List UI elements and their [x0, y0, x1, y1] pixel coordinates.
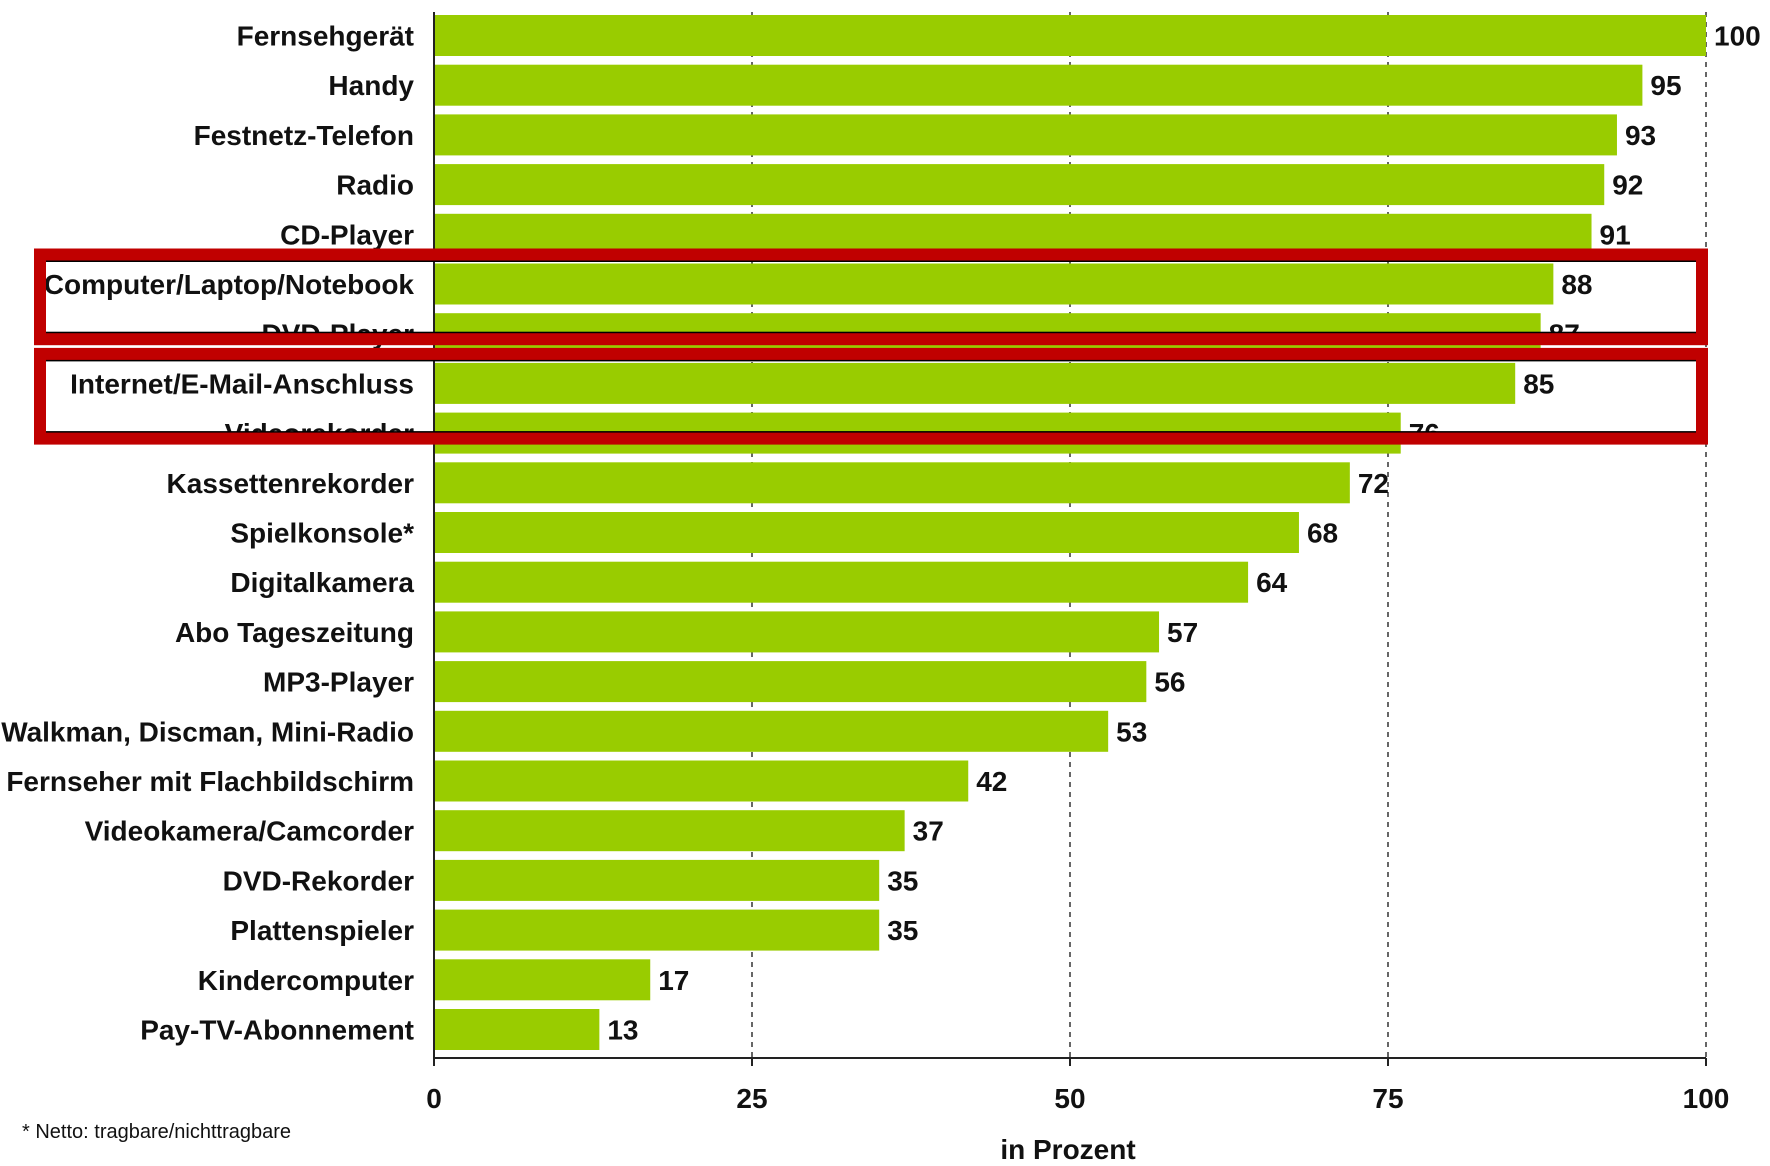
category-label: Walkman, Discman, Mini-Radio	[1, 716, 414, 747]
bar	[434, 661, 1147, 703]
category-label: Videokamera/Camcorder	[85, 816, 415, 847]
data-label: 35	[887, 915, 918, 946]
bar	[434, 959, 651, 1001]
highlight-boxes	[34, 248, 1708, 445]
category-label: MP3-Player	[263, 667, 414, 698]
data-label: 92	[1612, 170, 1643, 201]
data-label: 56	[1154, 667, 1185, 698]
bar	[434, 362, 1516, 404]
category-label: Abo Tageszeitung	[175, 617, 414, 648]
category-label: CD-Player	[280, 219, 414, 250]
bar	[434, 710, 1109, 752]
data-label: 35	[887, 865, 918, 896]
data-label: 17	[658, 965, 689, 996]
bar	[434, 611, 1160, 653]
category-label: Plattenspieler	[230, 915, 414, 946]
highlight-box	[34, 347, 1708, 445]
bar	[434, 909, 880, 951]
category-label: Pay-TV-Abonnement	[140, 1015, 414, 1046]
category-labels: Fernsehgerät Handy Festnetz-Telefon Radio CD…	[1, 21, 414, 1046]
bar	[434, 859, 880, 901]
x-tick-label: 50	[1054, 1083, 1085, 1114]
category-label: Kassettenrekorder	[167, 468, 415, 499]
data-label: 93	[1625, 120, 1656, 151]
data-label: 95	[1650, 70, 1681, 101]
bar	[434, 1009, 600, 1050]
x-tick-label: 75	[1372, 1083, 1403, 1114]
category-label: Kindercomputer	[198, 965, 414, 996]
data-label: 68	[1307, 518, 1338, 549]
data-label: 64	[1256, 567, 1288, 598]
category-label: Digitalkamera	[230, 567, 414, 598]
bar	[434, 64, 1643, 106]
category-label: Handy	[328, 70, 414, 101]
category-label: Spielkonsole*	[230, 518, 414, 549]
data-label: 13	[607, 1015, 638, 1046]
data-label: 100	[1714, 21, 1761, 52]
bar	[434, 15, 1706, 56]
category-label: Internet/E-Mail-Anschluss	[70, 368, 414, 399]
bar	[434, 760, 969, 802]
category-label: Fernsehgerät	[237, 21, 414, 52]
data-label: 91	[1600, 219, 1631, 250]
data-label: 85	[1523, 368, 1554, 399]
data-label: 37	[913, 816, 944, 847]
bar	[434, 512, 1299, 553]
bar	[434, 561, 1249, 603]
x-tick-label: 100	[1683, 1083, 1730, 1114]
category-label: Festnetz-Telefon	[194, 120, 414, 151]
value-labels: 1009593929188878576726864575653423735351…	[607, 21, 1760, 1046]
bar	[434, 114, 1617, 156]
category-label: DVD-Rekorder	[223, 865, 414, 896]
bar	[434, 263, 1554, 305]
bar	[434, 213, 1592, 255]
category-label: Computer/Laptop/Notebook	[44, 269, 415, 300]
bar	[434, 462, 1350, 504]
data-label: 42	[976, 766, 1007, 797]
category-label: Radio	[336, 170, 414, 201]
data-label: 72	[1358, 468, 1389, 499]
x-axis-label: in Prozent	[1000, 1134, 1135, 1165]
footnote: * Netto: tragbare/nichttragbare	[22, 1121, 291, 1143]
x-tick-label: 25	[736, 1083, 767, 1114]
highlight-box	[34, 248, 1708, 346]
x-tick-label: 0	[426, 1083, 442, 1114]
x-axis	[433, 12, 1707, 1066]
x-tick-labels: 0 25 50 75 100	[426, 1083, 1729, 1114]
bar	[434, 810, 905, 852]
data-label: 53	[1116, 716, 1147, 747]
bar	[434, 164, 1605, 206]
category-label: Fernseher mit Flachbildschirm	[6, 766, 414, 797]
data-label: 88	[1561, 269, 1592, 300]
data-label: 57	[1167, 617, 1198, 648]
